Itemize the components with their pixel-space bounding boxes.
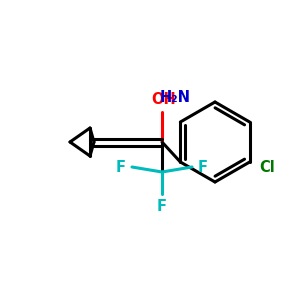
Text: F: F [198,160,208,175]
Text: F: F [157,199,167,214]
Text: F: F [116,160,126,175]
Text: Cl: Cl [260,160,275,175]
Text: OH: OH [152,92,176,107]
Text: H₂N: H₂N [160,90,191,105]
